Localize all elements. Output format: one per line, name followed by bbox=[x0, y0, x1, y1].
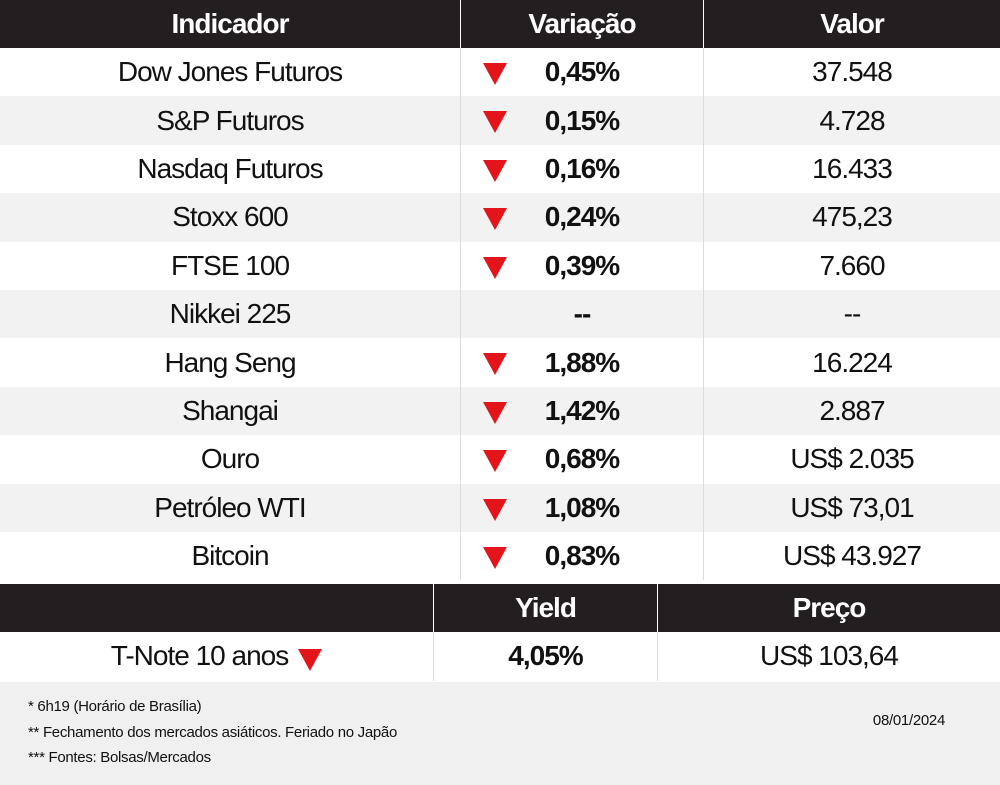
note: ** Fechamento dos mercados asiáticos. Fe… bbox=[28, 724, 398, 741]
footer: * 6h19 (Horário de Brasília) ** Fechamen… bbox=[0, 682, 1000, 785]
down-arrow bbox=[483, 111, 507, 134]
header-cell: Indicador bbox=[171, 8, 289, 39]
cell: 16.224 bbox=[703, 338, 1000, 387]
variation: 1,88% bbox=[544, 346, 620, 378]
cell: 0,15% bbox=[460, 96, 703, 145]
cell: 0,16% bbox=[460, 144, 703, 194]
variation: 0,68% bbox=[544, 443, 620, 475]
row: Petróleo WTI 1,08% US$ 73,01 bbox=[0, 483, 1000, 532]
header-cell: Yield bbox=[433, 584, 657, 633]
cell: Dow Jones Futuros bbox=[117, 56, 343, 88]
cell: Ouro bbox=[200, 443, 260, 475]
cell: FTSE 100 bbox=[170, 249, 290, 281]
header-cell: Variação bbox=[460, 0, 703, 48]
cell: 1,42% bbox=[460, 386, 703, 436]
header-cell: Preço bbox=[657, 584, 1000, 633]
row: Stoxx 600 0,24% 475,23 bbox=[0, 193, 1000, 242]
down-arrow bbox=[483, 401, 507, 424]
header-row: Yield Preço bbox=[0, 584, 1000, 633]
cell: 0,39% bbox=[460, 241, 703, 290]
variation: 0,39% bbox=[544, 249, 620, 281]
row: Dow Jones Futuros 0,45% 37.548 bbox=[0, 48, 1000, 97]
cell: Nasdaq Futuros bbox=[137, 152, 323, 184]
cell: 0,68% bbox=[460, 435, 703, 484]
cell: 4.728 bbox=[703, 96, 1000, 145]
cell: US$ 2.035 bbox=[703, 435, 1000, 484]
cell: Hang Seng bbox=[164, 346, 296, 378]
down-arrow bbox=[483, 256, 507, 279]
cell: 0,83% bbox=[460, 531, 703, 581]
variation: 1,42% bbox=[544, 394, 620, 426]
down-arrow bbox=[483, 450, 507, 473]
row: Hang Seng 1,88% 16.224 bbox=[0, 338, 1000, 387]
down-arrow bbox=[483, 353, 507, 376]
cell: 1,08% bbox=[460, 483, 703, 532]
cell: US$ 73,01 bbox=[703, 483, 1000, 532]
cell: 1,88% bbox=[460, 338, 703, 387]
note: * 6h19 (Horário de Brasília) bbox=[28, 698, 202, 715]
variation: 1,08% bbox=[544, 491, 620, 523]
cell: S&P Futuros bbox=[156, 104, 304, 136]
down-arrow bbox=[298, 649, 323, 672]
cell: 7.660 bbox=[703, 241, 1000, 290]
down-arrow bbox=[483, 498, 507, 521]
cell: 16.433 bbox=[703, 144, 1000, 194]
down-arrow bbox=[483, 159, 507, 182]
row: FTSE 100 0,39% 7.660 bbox=[0, 241, 1000, 290]
cell: 2.887 bbox=[703, 386, 1000, 436]
cell: Nikkei 225 bbox=[169, 298, 292, 330]
cell: Petróleo WTI bbox=[154, 491, 306, 523]
down-arrow bbox=[483, 546, 507, 569]
row: S&P Futuros 0,15% 4.728 bbox=[0, 96, 1000, 145]
variation: 0,15% bbox=[544, 104, 620, 136]
row: T-Note 10 anos 4,05% US$ 103,64 bbox=[0, 632, 1000, 681]
down-arrow bbox=[483, 208, 507, 231]
cell: 475,23 bbox=[703, 193, 1000, 242]
variation: 0,83% bbox=[544, 540, 620, 572]
cell: Stoxx 600 bbox=[172, 201, 289, 233]
cell: 0,24% bbox=[460, 193, 703, 242]
name: T-Note 10 anos bbox=[110, 640, 289, 672]
cell: 0,45% bbox=[460, 48, 703, 97]
cell: 37.548 bbox=[703, 48, 1000, 97]
cell: -- bbox=[460, 289, 703, 339]
cell: US$ 103,64 bbox=[657, 632, 1000, 681]
row: Bitcoin 0,83% US$ 43.927 bbox=[0, 531, 1000, 581]
header-row: Indicador Variação Valor bbox=[0, 0, 1000, 48]
variation: 0,16% bbox=[544, 152, 620, 184]
note: *** Fontes: Bolsas/Mercados bbox=[28, 749, 211, 766]
cell: -- bbox=[703, 289, 1000, 339]
cell: Bitcoin bbox=[191, 540, 269, 572]
row: Shangai 1,42% 2.887 bbox=[0, 386, 1000, 436]
row: Nasdaq Futuros 0,16% 16.433 bbox=[0, 144, 1000, 194]
row: Ouro 0,68% US$ 2.035 bbox=[0, 435, 1000, 484]
header-cell: Valor bbox=[703, 0, 1000, 48]
cell: T-Note 10 anos bbox=[0, 632, 433, 680]
down-arrow bbox=[483, 63, 507, 85]
cell: 4,05% bbox=[433, 632, 657, 681]
row: Nikkei 225 -- -- bbox=[0, 289, 1000, 339]
cell: US$ 43.927 bbox=[703, 531, 1000, 581]
date: 08/01/2024 bbox=[872, 712, 945, 729]
variation: 0,24% bbox=[544, 201, 620, 233]
cell: Shangai bbox=[182, 394, 279, 426]
header-cell bbox=[0, 584, 433, 632]
variation: -- bbox=[573, 298, 592, 330]
variation: 0,45% bbox=[544, 56, 620, 88]
